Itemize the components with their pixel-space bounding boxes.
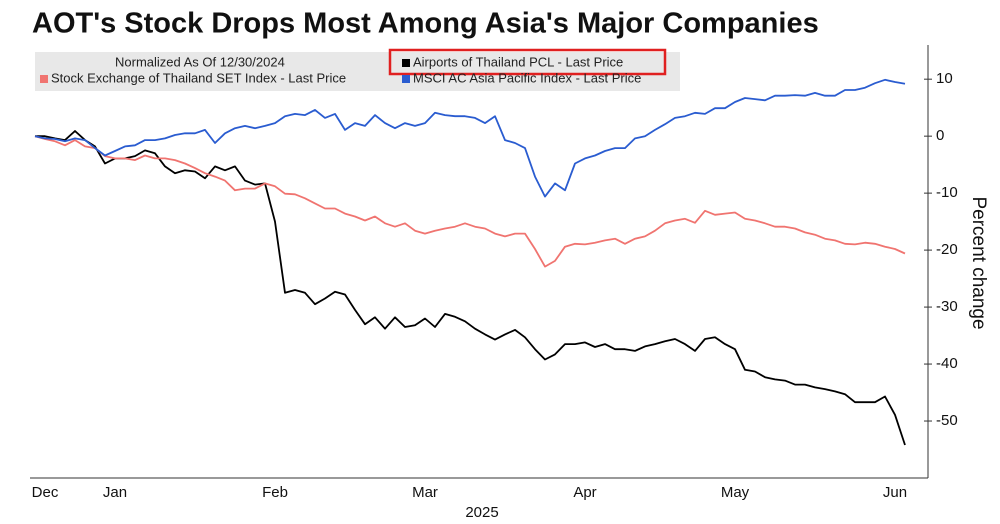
y-tick-label: -40 <box>936 355 958 372</box>
x-axis-label: 2025 <box>465 504 498 521</box>
legend-background <box>35 52 680 91</box>
chart-title: AOT's Stock Drops Most Among Asia's Majo… <box>32 8 819 40</box>
x-tick-label: Apr <box>573 484 596 501</box>
y-tick-label: -30 <box>936 298 958 315</box>
x-tick-label: Jan <box>103 484 127 501</box>
y-tick-label: 10 <box>936 70 953 87</box>
y-axis-label: Percent change <box>968 196 989 329</box>
legend-swatch <box>402 75 410 83</box>
x-tick-label: Dec <box>32 484 59 501</box>
y-tick-label: -50 <box>936 412 958 429</box>
y-tick-label: -10 <box>936 184 958 201</box>
legend-title: Normalized As Of 12/30/2024 <box>115 54 285 69</box>
x-tick-label: Mar <box>412 484 438 501</box>
y-tick-label: -20 <box>936 241 958 258</box>
legend-label: Stock Exchange of Thailand SET Index - L… <box>51 70 346 85</box>
x-tick-label: Jun <box>883 484 907 501</box>
series-line <box>34 135 906 268</box>
series-line <box>34 78 906 198</box>
x-tick-label: May <box>721 484 750 501</box>
x-tick-label: Feb <box>262 484 288 501</box>
series-line <box>35 130 906 446</box>
y-tick-label: 0 <box>936 127 944 144</box>
legend-swatch <box>40 75 48 83</box>
legend-label: MSCI AC Asia Pacific Index - Last Price <box>413 70 641 85</box>
legend-swatch <box>402 59 410 67</box>
legend-label: Airports of Thailand PCL - Last Price <box>413 54 623 69</box>
highlight-box <box>388 48 667 76</box>
